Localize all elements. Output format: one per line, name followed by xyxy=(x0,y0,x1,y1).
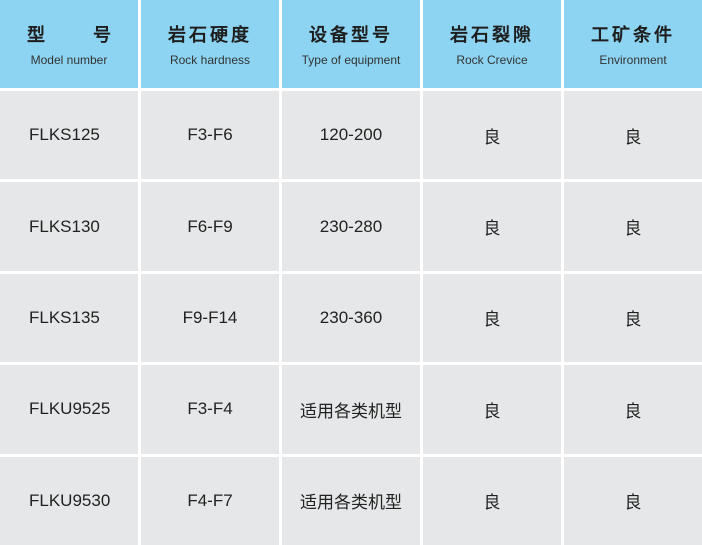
cell-rock-crevice: 良 xyxy=(423,273,561,363)
header-zh: 工矿条件 xyxy=(591,25,675,46)
cell-rock-crevice: 良 xyxy=(423,365,561,454)
header-en: Rock hardness xyxy=(169,53,251,67)
cell-model-number: FLKU9525 xyxy=(0,365,138,454)
cell-rock-crevice: 良 xyxy=(423,182,561,271)
cell-equipment-type: 适用各类机型 xyxy=(282,456,420,545)
cell-model-number: FLKS135 xyxy=(0,273,138,363)
cell-rock-crevice: 良 xyxy=(423,456,561,545)
cell-environment: 良 xyxy=(564,182,702,271)
cell-rock-crevice: 良 xyxy=(423,91,561,180)
header-en: Model number xyxy=(30,53,108,67)
cell-model-number: FLKU9530 xyxy=(0,456,138,545)
header-en: Environment xyxy=(599,53,667,67)
cell-environment: 良 xyxy=(564,273,702,363)
header-en: Rock Crevice xyxy=(456,53,528,67)
header-zh: 岩石硬度 xyxy=(168,25,252,46)
cell-model-number: FLKS130 xyxy=(0,182,138,271)
cell-rock-hardness: F4-F7 xyxy=(141,456,279,545)
header-zh: 设备型号 xyxy=(309,25,393,46)
header-zh: 型号 xyxy=(27,21,111,47)
cell-equipment-type: 120-200 xyxy=(282,91,420,180)
header-model-number: 型号 Model number xyxy=(0,0,138,88)
header-zh: 岩石裂隙 xyxy=(450,25,534,46)
cell-rock-hardness: F3-F4 xyxy=(141,365,279,454)
header-rock-crevice: 岩石裂隙 Rock Crevice xyxy=(423,0,561,88)
cell-rock-hardness: F9-F14 xyxy=(141,273,279,363)
cell-equipment-type: 适用各类机型 xyxy=(282,365,420,454)
cell-environment: 良 xyxy=(564,91,702,180)
header-zh-part: 型 xyxy=(27,25,45,46)
header-zh-part: 号 xyxy=(93,25,111,46)
cell-environment: 良 xyxy=(564,456,702,545)
cell-model-number: FLKS125 xyxy=(0,91,138,180)
header-rock-hardness: 岩石硬度 Rock hardness xyxy=(141,0,279,88)
cell-equipment-type: 230-280 xyxy=(282,182,420,271)
header-environment: 工矿条件 Environment xyxy=(564,0,702,88)
cell-environment: 良 xyxy=(564,365,702,454)
header-en: Type of equipment xyxy=(301,53,401,67)
cell-equipment-type: 230-360 xyxy=(282,273,420,363)
cell-rock-hardness: F3-F6 xyxy=(141,91,279,180)
header-equipment-type: 设备型号 Type of equipment xyxy=(282,0,420,88)
cell-rock-hardness: F6-F9 xyxy=(141,182,279,271)
